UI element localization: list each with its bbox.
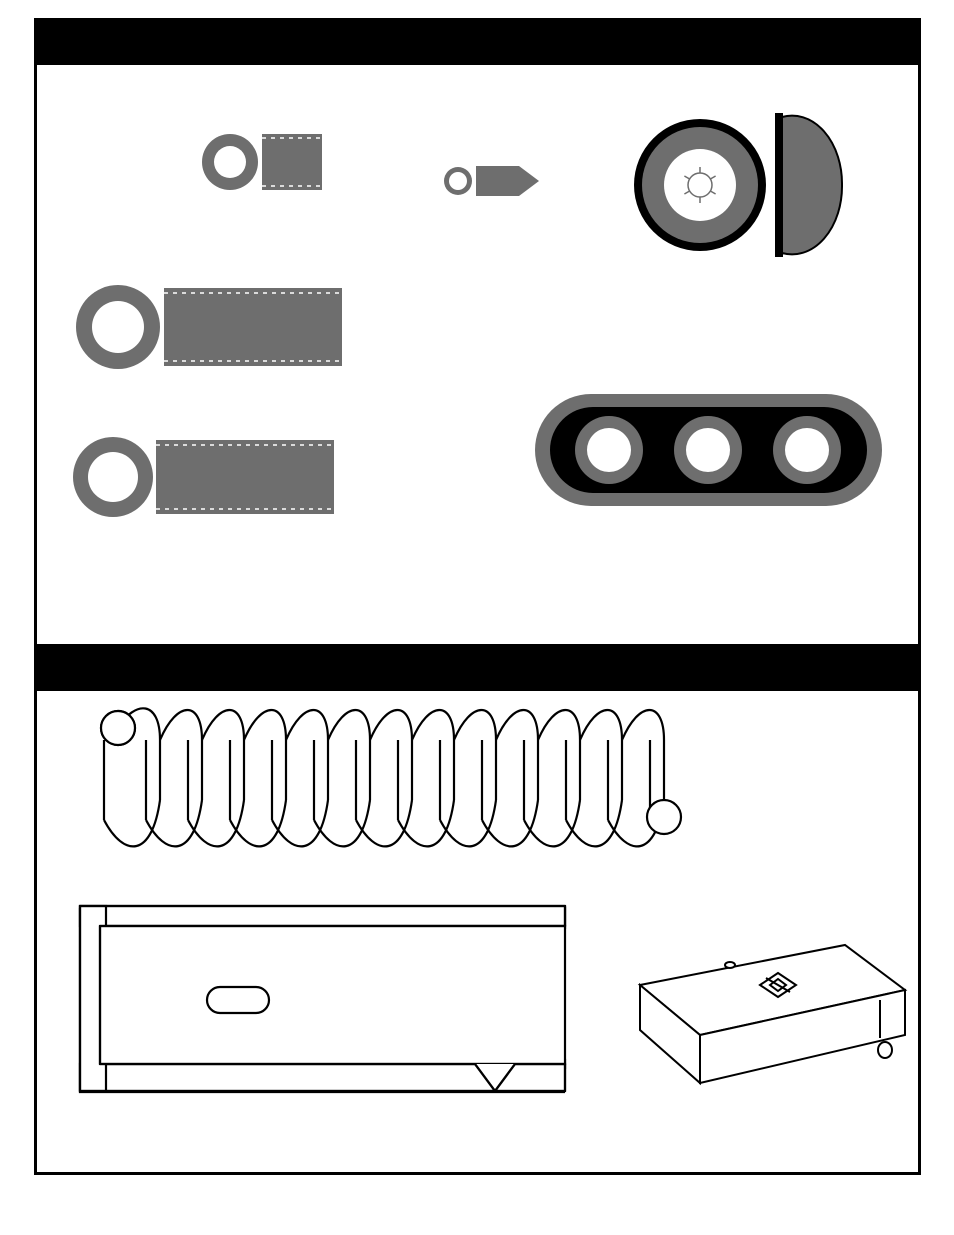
- bullet-spacer-icon: [444, 166, 539, 196]
- large-spacer-icon: [73, 437, 334, 517]
- spring-icon: [101, 708, 681, 846]
- bottom-section-diagram: [34, 691, 921, 1175]
- top-section-diagram: [34, 65, 921, 644]
- bottom-section-header: [34, 644, 921, 691]
- mounting-box-icon: [640, 945, 905, 1083]
- channel-rail-icon: [80, 906, 565, 1092]
- medium-spacer-icon: [76, 285, 342, 369]
- dome-light-icon: [634, 113, 842, 257]
- top-section-header: [34, 18, 921, 65]
- triple-grommet-icon: [535, 394, 882, 506]
- small-spacer-icon: [202, 134, 322, 190]
